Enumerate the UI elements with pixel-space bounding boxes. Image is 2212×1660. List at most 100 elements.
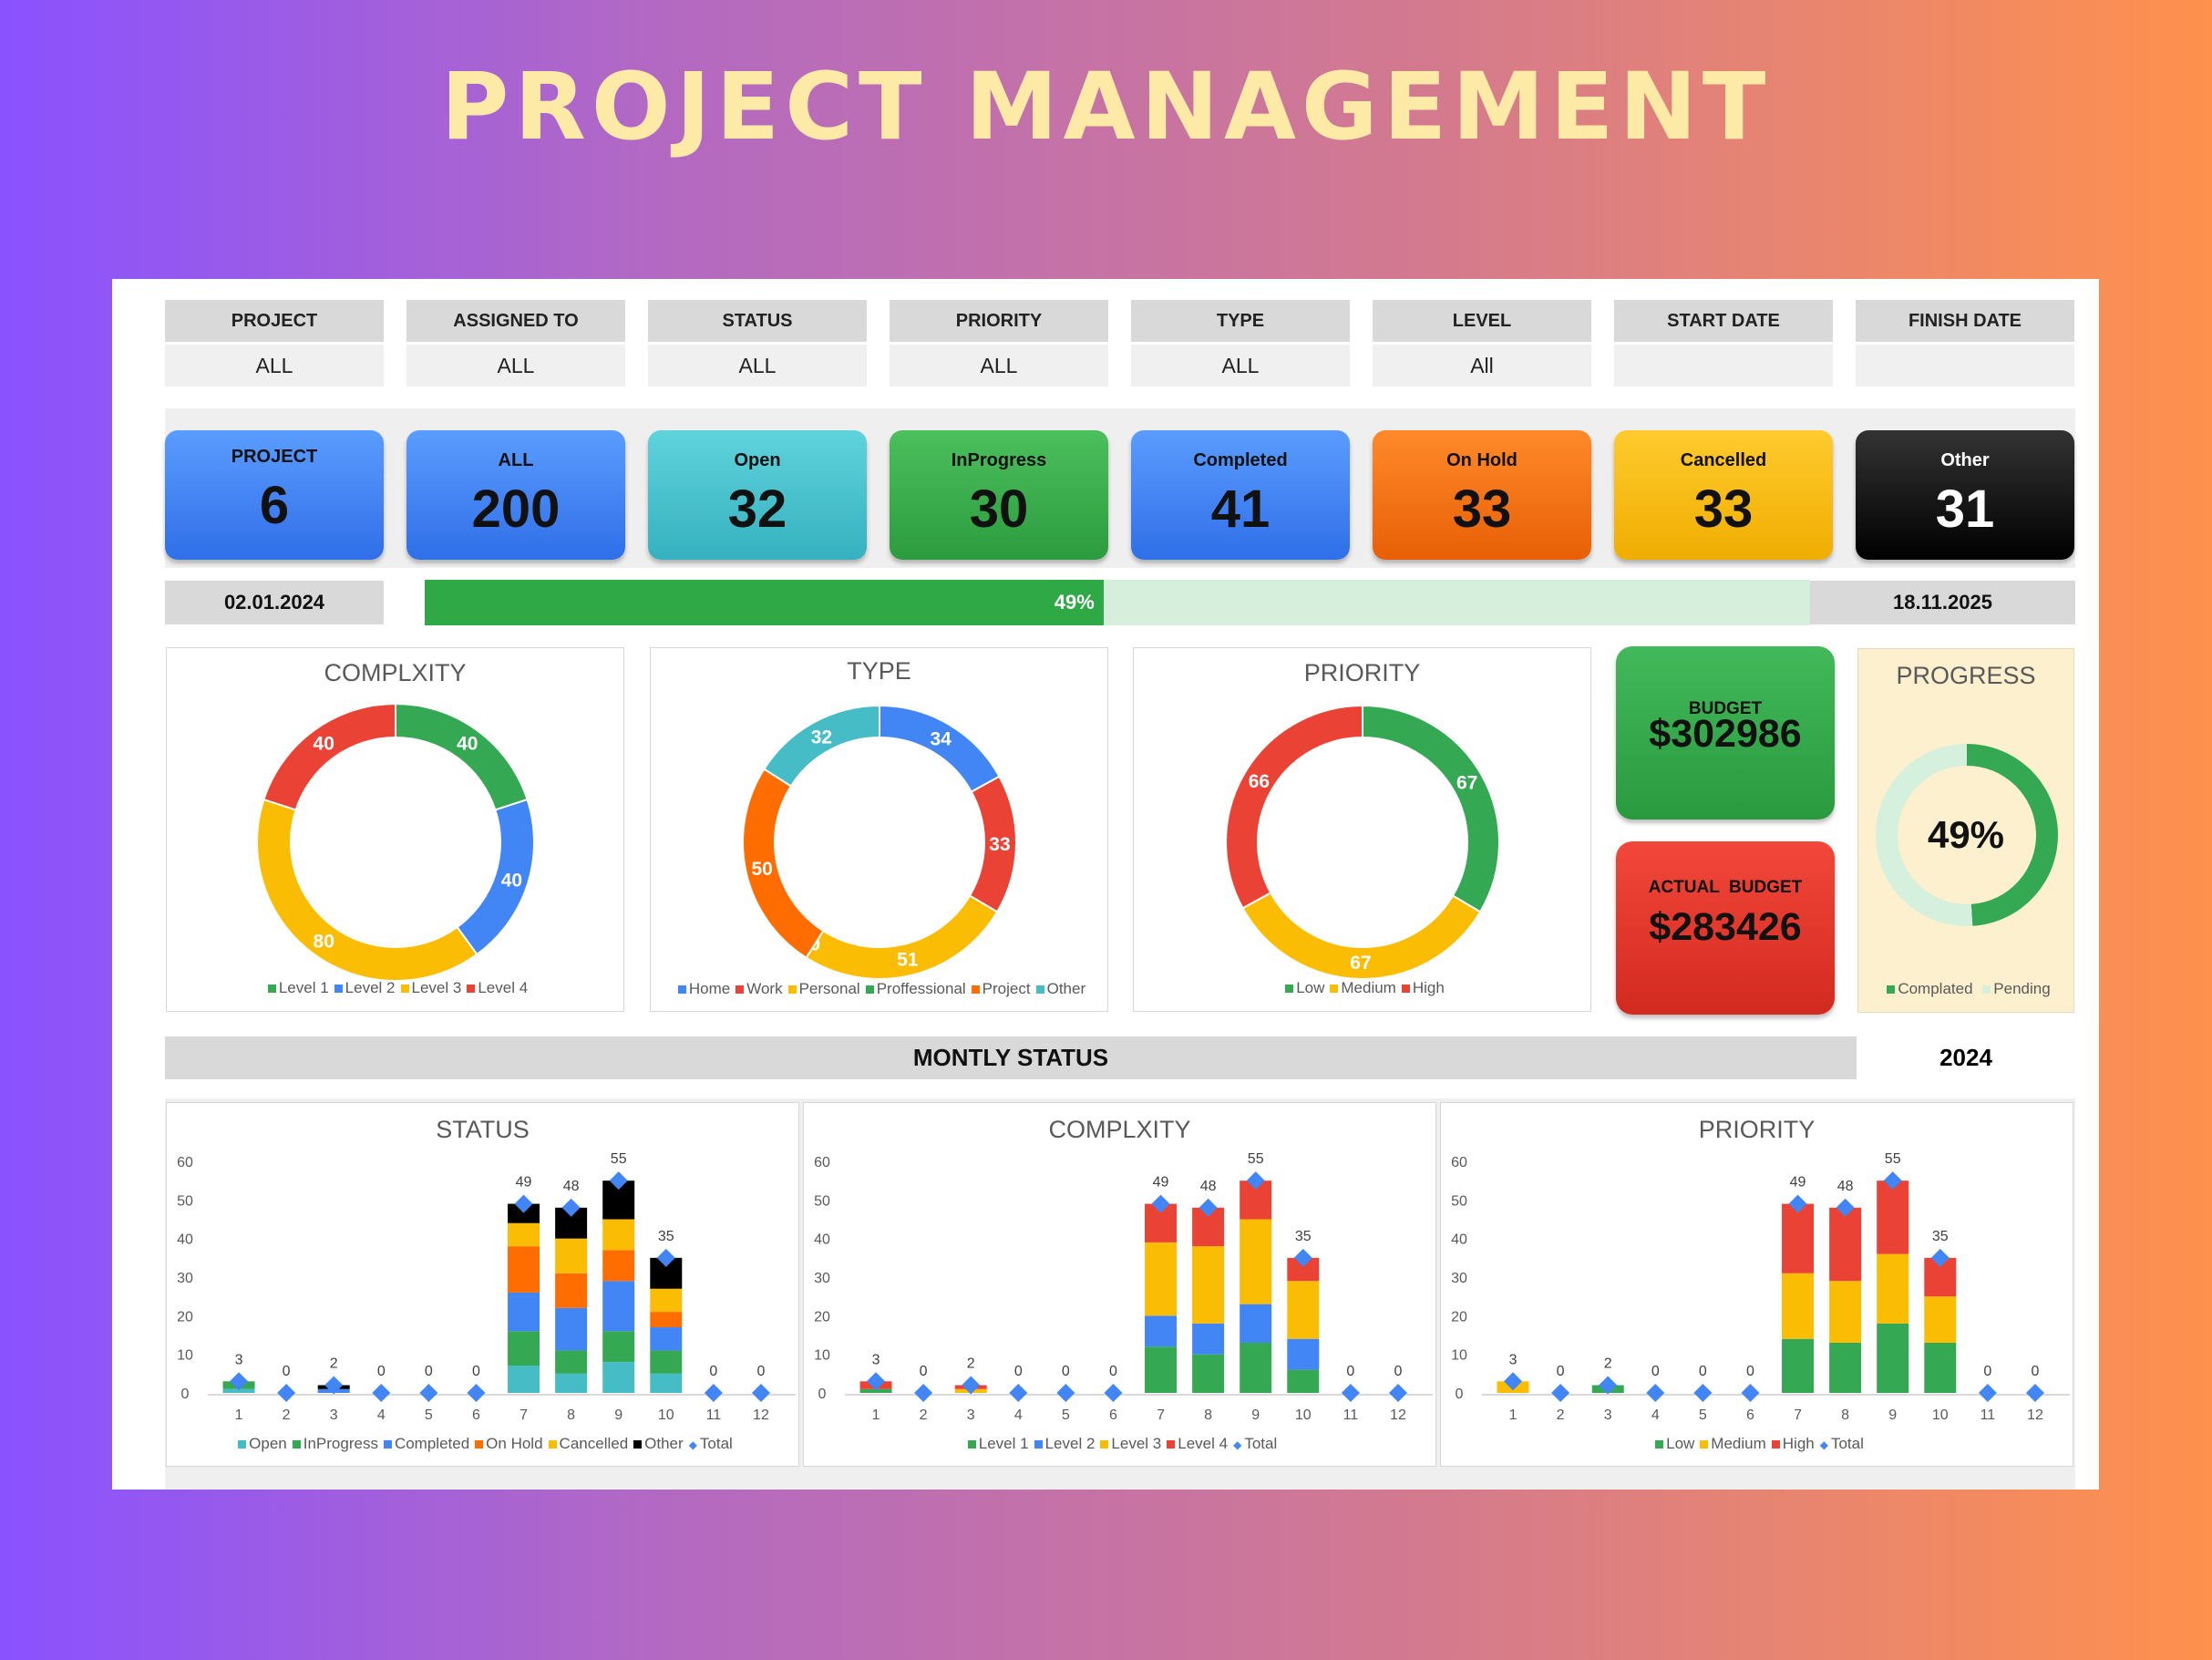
monthly-bar-chart: 0102030405060132032405060749848955103511…	[177, 1151, 796, 1423]
bar-segment-open	[555, 1373, 588, 1393]
type-data-label: 33	[989, 834, 1010, 855]
total-data-label: 55	[1248, 1151, 1264, 1167]
kpi-label: Cancelled	[1680, 450, 1767, 470]
total-data-label: 0	[472, 1364, 480, 1379]
y-tick-label: 40	[1451, 1232, 1467, 1248]
bar-segment-level-1	[1145, 1346, 1178, 1393]
legend-label: High	[1782, 1435, 1815, 1452]
x-tick-label: 10	[658, 1407, 674, 1423]
filter-label: FINISH DATE	[1856, 300, 2074, 342]
y-tick-label: 30	[1451, 1271, 1467, 1286]
bar-segment-inprogress	[650, 1350, 683, 1374]
kpi-card-completed: Completed 41	[1131, 430, 1350, 560]
timeline-progress-bar: 49%	[425, 580, 1104, 625]
kpi-card-on-hold: On Hold 33	[1373, 430, 1591, 560]
filter-value[interactable]: ALL	[165, 345, 384, 387]
kpi-label: PROJECT	[231, 447, 318, 467]
total-marker	[1504, 1372, 1523, 1391]
y-tick-label: 20	[814, 1309, 830, 1325]
total-data-label: 0	[1557, 1364, 1565, 1379]
bar-segment-level-2	[1145, 1315, 1178, 1347]
type-donut-chart: 34335105032	[742, 704, 1017, 980]
x-tick-label: 2	[283, 1407, 291, 1423]
bar-segment-completed	[650, 1327, 683, 1351]
total-marker	[561, 1198, 581, 1217]
bar-segment-level-2	[1192, 1323, 1225, 1355]
total-data-label: 0	[283, 1364, 291, 1379]
legend-swatch	[633, 1439, 643, 1449]
legend-label: Low	[1296, 979, 1325, 996]
filter-value[interactable]	[1856, 345, 2074, 387]
legend-label: Other	[644, 1435, 684, 1452]
bar-segment-level-3	[1145, 1242, 1178, 1316]
x-tick-label: 2	[1557, 1407, 1565, 1423]
legend-label: Personal	[798, 980, 860, 997]
legend-swatch	[548, 1439, 557, 1449]
pending-legend-label: Pending	[1993, 980, 2051, 997]
total-marker	[1978, 1384, 1997, 1402]
filter-value[interactable]: All	[1373, 345, 1591, 387]
legend-swatch	[467, 984, 476, 993]
total-data-label: 0	[920, 1364, 928, 1379]
y-tick-label: 40	[177, 1232, 193, 1248]
complexity-donut-legend: Level 1 Level 2 Level 3 Level 4	[167, 979, 623, 997]
monthly-status-header: MONTLY STATUS	[165, 1036, 1857, 1079]
legend-swatch	[1771, 1439, 1780, 1449]
x-tick-label: 3	[330, 1407, 338, 1423]
legend-label: Low	[1666, 1435, 1695, 1452]
total-legend-diamond-icon: ◆	[1233, 1438, 1242, 1451]
total-legend-diamond-icon: ◆	[688, 1438, 697, 1451]
bar-segment-level-3	[1240, 1219, 1272, 1304]
priority-donut-title: PRIORITY	[1303, 659, 1421, 686]
filter-label: STATUS	[648, 300, 867, 342]
legend-swatch	[1167, 1439, 1176, 1449]
y-tick-label: 20	[177, 1309, 193, 1325]
total-marker	[1151, 1194, 1170, 1213]
total-marker	[1599, 1376, 1618, 1395]
legend-swatch	[967, 1439, 976, 1449]
priority-data-label: 66	[1249, 771, 1270, 792]
kpi-value: 41	[1210, 479, 1271, 539]
bar-segment-low	[1924, 1342, 1957, 1393]
priority-donut-chart: 67 67 66	[1225, 704, 1500, 980]
y-tick-label: 0	[181, 1387, 190, 1402]
complexity-slice-level 3	[256, 798, 478, 982]
total-data-label: 0	[1109, 1364, 1117, 1379]
bar-segment-other	[508, 1203, 540, 1223]
total-data-label: 48	[1837, 1179, 1854, 1194]
total-marker	[2025, 1384, 2044, 1402]
total-data-label: 35	[658, 1229, 674, 1244]
bar-segment-medium	[1782, 1273, 1815, 1339]
filter-priority: PRIORITY ALL	[890, 300, 1108, 387]
complexity-data-label: 40	[314, 734, 334, 755]
kpi-value: 33	[1693, 479, 1754, 539]
filter-value[interactable]	[1614, 345, 1833, 387]
bar-segment-level-1	[1287, 1369, 1320, 1393]
legend-swatch	[787, 985, 797, 994]
x-tick-label: 9	[1888, 1407, 1897, 1423]
bar-segment-level-2	[1287, 1338, 1320, 1370]
legend-swatch	[736, 985, 745, 994]
progress-donut-chart	[1875, 744, 2058, 926]
x-tick-label: 7	[1794, 1407, 1802, 1423]
x-tick-label: 8	[1841, 1407, 1849, 1423]
filter-value[interactable]: ALL	[890, 345, 1108, 387]
total-data-label: 0	[2032, 1364, 2040, 1379]
priority-data-label: 67	[1456, 773, 1477, 794]
filter-value[interactable]: ALL	[648, 345, 867, 387]
total-marker	[372, 1384, 391, 1402]
type-data-label: 32	[811, 727, 832, 748]
timeline-progress-label: 49%	[1054, 591, 1095, 613]
filter-value[interactable]: ALL	[1131, 345, 1350, 387]
bar-segment-cancelled	[650, 1288, 683, 1313]
bar-segment-high	[1829, 1207, 1862, 1282]
legend-label: On Hold	[486, 1435, 543, 1452]
filter-value[interactable]: ALL	[406, 345, 625, 387]
kpi-value: 31	[1935, 479, 1995, 539]
y-tick-label: 60	[1451, 1155, 1467, 1170]
legend-label: Completed	[394, 1435, 470, 1452]
pending-legend-swatch	[1982, 985, 1991, 994]
x-tick-label: 10	[1295, 1407, 1312, 1423]
total-marker	[1883, 1171, 1902, 1191]
bar-segment-inprogress	[508, 1331, 540, 1366]
